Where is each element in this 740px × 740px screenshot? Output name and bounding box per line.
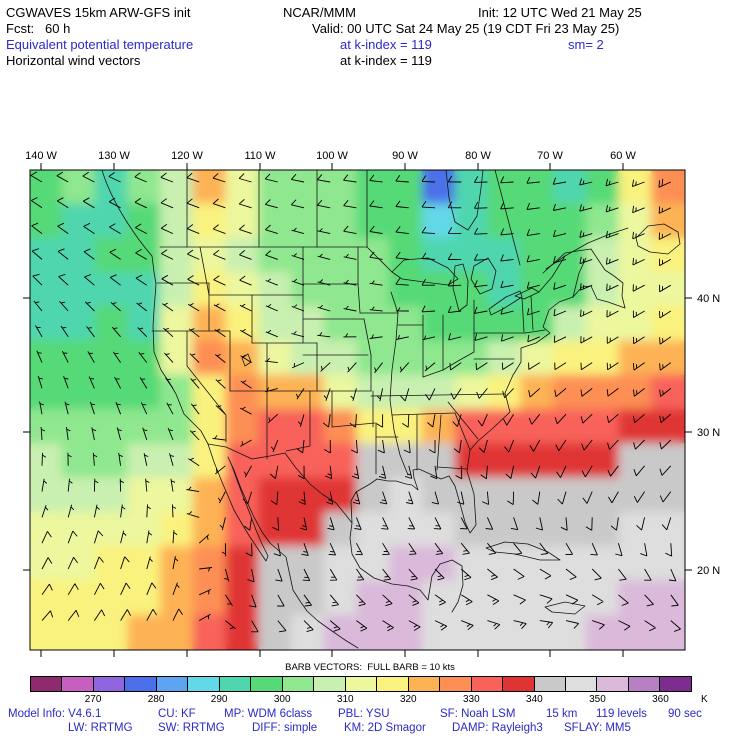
lon-label: 120 W [171,150,203,162]
colorbar-tick-labels: 270 280 290 300 310 320 330 340 350 360 [30,694,720,707]
footer-item: DIFF: simple [252,722,318,734]
smoothing-label: sm= 2 [568,37,604,52]
colorbar [30,676,692,692]
footer-item: 90 sec [668,708,702,720]
colorbar-tick-label: 360 [652,694,669,705]
colorbar-swatch [471,677,504,691]
colorbar-tick-label: 280 [147,694,165,705]
colorbar-tick-label: 330 [462,694,480,705]
wind-barbs [30,171,681,633]
colorbar-swatch [597,677,629,691]
footer-model-config-line2: LW: RRTMG SW: RRTMG DIFF: simple KM: 2D Sma… [0,722,740,735]
colorbar-swatch [93,677,126,691]
footer-item: CU: KF [158,708,196,720]
colorbar-swatch [534,677,566,691]
colorbar-tick-label: 310 [336,694,354,705]
axis-ticks [23,163,692,657]
lon-label: 140 W [25,150,57,162]
colorbar-swatch [345,677,378,691]
center-title: NCAR/MMM [283,5,356,20]
theta-e-field [30,170,685,650]
lon-label: 80 W [465,150,491,162]
colorbar-swatch [440,677,472,691]
lon-label: 110 W [245,150,277,162]
forecast-hour: Fcst: 60 h [6,21,71,36]
vector-title: Horizontal wind vectors [6,53,141,68]
lat-label: 30 N [697,427,720,439]
colorbar-tick-label: 270 [84,694,102,705]
lon-label: 90 W [392,150,418,162]
lon-label: 130 W [98,150,130,162]
model-title: CGWAVES 15km ARW-GFS init [6,5,191,20]
footer-item: LW: RRTMG [68,722,133,734]
colorbar-swatch [565,677,598,691]
footer-item: SFLAY: MM5 [564,722,631,734]
footer-model-config-line1: Model Info: V4.6.1 CU: KF MP: WDM 6class PB… [0,708,740,721]
init-time: Init: 12 UTC Wed 21 May 25 [478,5,642,20]
footer-item: DAMP: Rayleigh3 [452,722,543,734]
barb-legend-caption: BARB VECTORS: FULL BARB = 10 kts [285,662,455,673]
lon-label: 100 W [316,150,348,162]
axis-labels: 140 W 130 W 120 W 110 W 100 W 90 W 80 W 70 W 60 … [25,150,720,577]
lat-label: 20 N [697,565,720,577]
footer-item: MP: WDM 6class [224,708,313,720]
colorbar-swatch [282,677,315,691]
field-level: at k-index = 119 [340,37,432,52]
weather-map-svg: 140 W 130 W 120 W 110 W 100 W 90 W 80 W 70 W 60 … [23,150,720,657]
footer-item: PBL: YSU [338,708,390,720]
colorbar-swatch [408,677,441,691]
lat-label: 40 N [697,293,720,305]
colorbar-swatch [660,677,691,691]
footer-item: 119 levels [596,708,647,720]
footer-item: SF: Noah LSM [440,708,516,720]
footer-item: 15 km [546,708,578,720]
colorbar-swatch [219,677,252,691]
lon-label: 60 W [610,150,636,162]
vector-level: at k-index = 119 [340,53,432,68]
map-area: 140 W 130 W 120 W 110 W 100 W 90 W 80 W 70 W 60 … [0,140,740,660]
valid-time: Valid: 00 UTC Sat 24 May 25 (19 CDT Fri … [312,21,620,36]
map-frame [29,169,686,651]
colorbar-tick-label: 300 [273,694,291,705]
colorbar-swatch [503,677,535,691]
colorbar-tick-label: 340 [526,694,543,705]
footer-item: KM: 2D Smagor [344,722,426,734]
colorbar-tick-label: 290 [210,694,228,705]
colorbar-swatch [188,677,220,691]
colorbar-swatch [377,677,409,691]
colorbar-swatch [62,677,94,691]
colorbar-swatch [125,677,157,691]
colorbar-swatch [628,677,661,691]
lon-label: 70 W [537,150,563,162]
colorbar-tick-label: 320 [399,694,417,705]
colorbar-swatch [314,677,346,691]
colorbar-tick-label: 350 [589,694,606,705]
colorbar-swatch [156,677,189,691]
footer-item: SW: RRTMG [158,722,225,734]
field-title: Equivalent potential temperature [6,37,194,52]
colorbar-unit: K [701,694,708,705]
colorbar-swatch [251,677,283,691]
footer-item: Model Info: V4.6.1 [8,708,102,720]
colorbar-swatch [31,677,63,691]
